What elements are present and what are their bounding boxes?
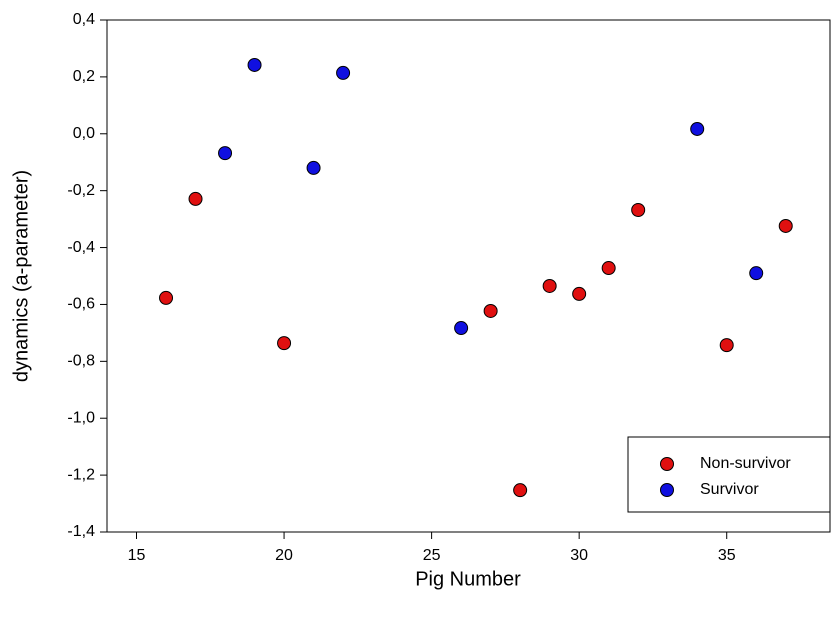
- y-tick-label: 0,4: [73, 11, 95, 28]
- point: [572, 286, 587, 301]
- x-tick-label: 30: [570, 547, 588, 564]
- point: [778, 218, 793, 233]
- point: [306, 160, 321, 175]
- point: [277, 336, 292, 351]
- legend-marker: [660, 457, 674, 471]
- y-tick-label: 0,2: [73, 68, 95, 85]
- x-axis-title: Pig Number: [415, 568, 521, 590]
- legend-marker: [660, 483, 674, 497]
- x-tick-label: 20: [275, 547, 293, 564]
- point: [513, 483, 528, 498]
- legend-label: Non-survivor: [700, 455, 791, 472]
- point: [631, 203, 646, 218]
- legend-box: [627, 436, 831, 513]
- point: [336, 65, 351, 80]
- point: [188, 191, 203, 206]
- y-tick-label: -0,2: [67, 182, 95, 199]
- x-tick-label: 25: [423, 547, 441, 564]
- plot-frame: [106, 19, 831, 533]
- point: [749, 266, 764, 281]
- point: [454, 321, 469, 336]
- y-tick-label: -1,0: [67, 409, 95, 426]
- y-tick-label: -0,4: [67, 239, 95, 256]
- point: [218, 146, 233, 161]
- point: [483, 303, 498, 318]
- point: [159, 290, 174, 305]
- legend-label: Survivor: [700, 481, 759, 498]
- point: [542, 278, 557, 293]
- y-tick-label: 0,0: [73, 125, 95, 142]
- y-tick-label: -0,6: [67, 296, 95, 313]
- x-tick-label: 15: [128, 547, 146, 564]
- y-tick-label: -1,2: [67, 466, 95, 483]
- y-tick-label: -0,8: [67, 353, 95, 370]
- y-axis-title: dynamics (a-parameter): [10, 170, 32, 382]
- point: [690, 121, 705, 136]
- y-tick-label: -1,4: [67, 523, 95, 540]
- x-tick-label: 35: [718, 547, 736, 564]
- point: [601, 261, 616, 276]
- point: [719, 338, 734, 353]
- point: [247, 57, 262, 72]
